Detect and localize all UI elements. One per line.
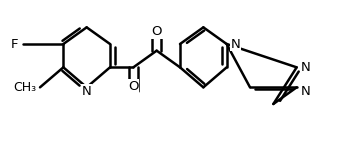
Text: N: N <box>301 85 310 98</box>
Text: O: O <box>152 25 162 38</box>
Text: N: N <box>301 61 310 74</box>
Text: F: F <box>11 38 18 50</box>
Text: O: O <box>128 80 139 93</box>
Text: N: N <box>231 38 240 50</box>
Text: N: N <box>82 85 92 98</box>
Text: CH₃: CH₃ <box>13 81 36 94</box>
